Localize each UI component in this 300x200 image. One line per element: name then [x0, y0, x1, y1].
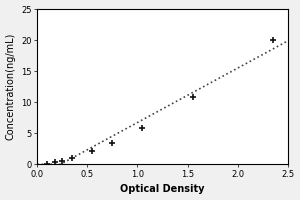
- Y-axis label: Concentration(ng/mL): Concentration(ng/mL): [6, 33, 16, 140]
- X-axis label: Optical Density: Optical Density: [120, 184, 205, 194]
